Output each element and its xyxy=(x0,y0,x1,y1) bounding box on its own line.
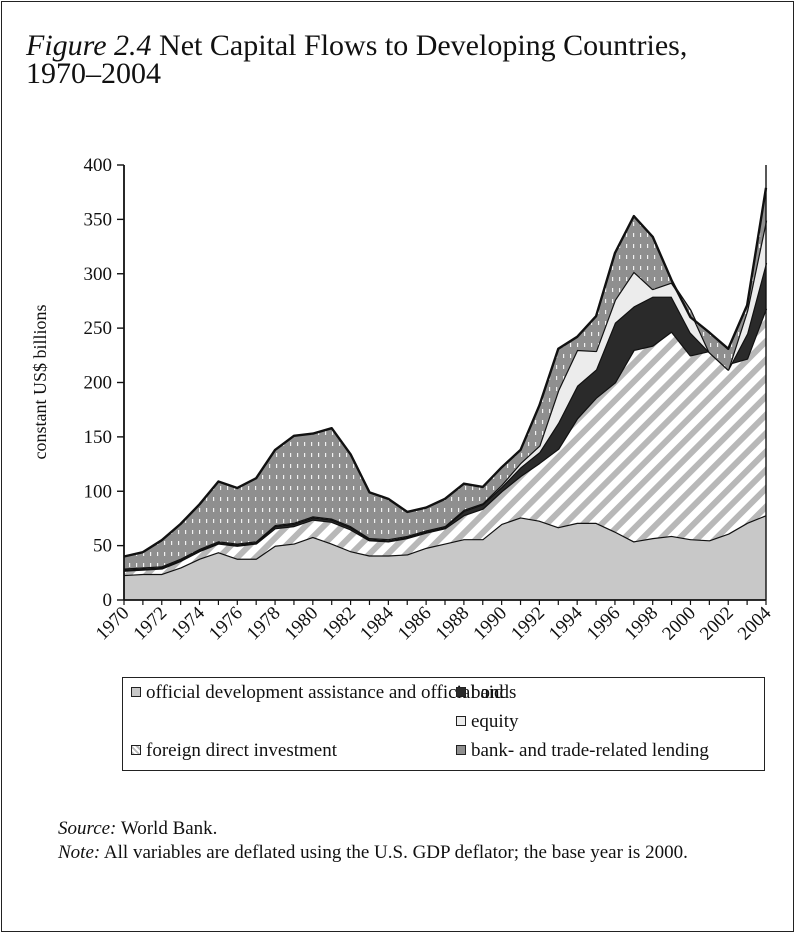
x-tick-label: 1976 xyxy=(205,603,247,645)
note-line: Note: All variables are deflated using t… xyxy=(26,841,766,865)
figure-label: Figure 2.4 xyxy=(26,29,152,62)
legend-swatch-bonds xyxy=(456,687,466,697)
x-tick-label: 1984 xyxy=(356,602,398,644)
y-tick-label: 50 xyxy=(93,536,112,557)
legend-label-equity: equity xyxy=(471,711,519,732)
y-tick-label: 400 xyxy=(84,155,113,176)
y-tick-label: 300 xyxy=(84,264,113,285)
legend-item-fdi: foreign direct investment xyxy=(131,740,337,762)
note-label: Note: xyxy=(58,842,101,863)
x-tick-label: 1986 xyxy=(394,603,436,645)
x-tick-label: 1982 xyxy=(318,603,360,645)
y-tick-label: 350 xyxy=(84,209,113,230)
x-tick-label: 1990 xyxy=(469,603,511,645)
x-tick-label: 1996 xyxy=(583,603,625,645)
chart-svg: 0 50 100 150 200 250 300 350 400 1970197219741976… xyxy=(84,155,776,645)
area-bank xyxy=(124,187,766,569)
source-line: Source: World Bank. xyxy=(26,817,766,841)
legend-item-bank: bank- and trade-related lending xyxy=(456,740,709,762)
y-tick-label: 150 xyxy=(84,427,113,448)
legend-label-bonds: bonds xyxy=(471,682,517,703)
x-tick-label: 2000 xyxy=(658,603,700,645)
x-tick-label: 1992 xyxy=(507,603,549,645)
legend-item-equity: equity xyxy=(456,711,519,733)
area-oda xyxy=(124,515,766,600)
x-tick-label: 1998 xyxy=(621,603,663,645)
legend-label-oda: official development assistance and offi… xyxy=(146,682,504,703)
x-tick-label: 1974 xyxy=(167,602,209,644)
area-edge-bank xyxy=(123,187,768,558)
legend-item-oda: official development assistance and offi… xyxy=(131,682,504,704)
x-tick-label: 1994 xyxy=(545,602,587,644)
y-tick-label: 200 xyxy=(84,373,113,394)
chart-legend: official development assistance and offi… xyxy=(122,677,765,771)
source-label: Source: xyxy=(58,818,117,839)
x-tick-label: 1980 xyxy=(281,603,323,645)
x-tick-label: 1970 xyxy=(92,603,134,645)
y-tick-label: 100 xyxy=(84,481,113,502)
note-text: All variables are deflated using the U.S… xyxy=(103,842,688,863)
x-tick-label: 1978 xyxy=(243,603,285,645)
legend-swatch-fdi xyxy=(131,745,141,755)
x-tick-label: 1988 xyxy=(432,603,474,645)
legend-swatch-equity xyxy=(456,716,466,726)
area-series-group xyxy=(123,187,768,600)
figure-title: Figure 2.4 Net Capital Flows to Developi… xyxy=(26,29,766,90)
legend-swatch-bank xyxy=(456,745,466,755)
y-tick-label: 0 xyxy=(103,590,113,611)
legend-item-bonds: bonds xyxy=(456,682,516,704)
legend-swatch-oda xyxy=(131,687,141,697)
figure-notes: Source: World Bank. Note: All variables … xyxy=(26,817,766,865)
legend-label-bank: bank- and trade-related lending xyxy=(471,740,709,761)
x-tick-label: 1972 xyxy=(130,603,172,645)
x-tick-label: 2004 xyxy=(734,602,776,644)
area-fdi xyxy=(124,308,766,575)
figure-title-text: Net Capital Flows to Developing Countrie… xyxy=(26,29,688,90)
x-tick-label: 2002 xyxy=(696,603,738,645)
legend-label-fdi: foreign direct investment xyxy=(146,740,337,761)
source-text: World Bank. xyxy=(120,818,218,839)
y-tick-label: 250 xyxy=(84,318,113,339)
